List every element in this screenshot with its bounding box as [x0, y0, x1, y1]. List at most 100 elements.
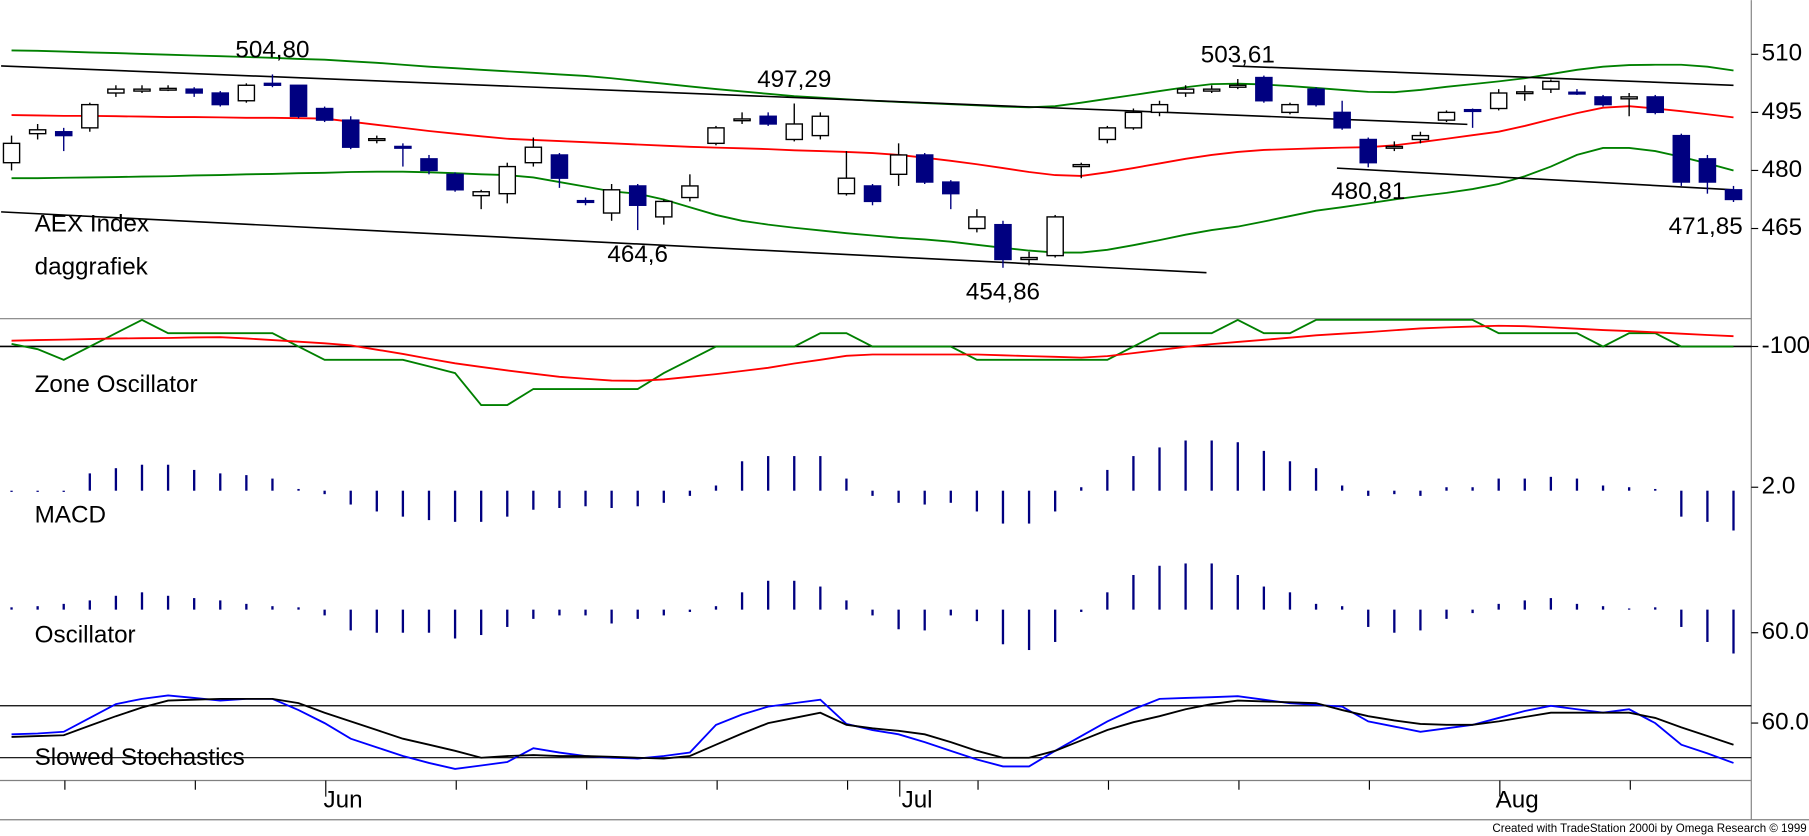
histogram-bar — [793, 456, 796, 491]
histogram-bar — [1080, 487, 1083, 491]
histogram-bar — [480, 490, 483, 522]
histogram-bar — [10, 490, 13, 492]
histogram-bar — [636, 490, 639, 507]
candle-body — [681, 185, 699, 199]
histogram-bar — [506, 490, 509, 517]
histogram-bar — [453, 490, 457, 522]
candle-body — [837, 177, 856, 195]
histogram-bar — [1549, 598, 1553, 610]
candle-body — [1255, 76, 1273, 102]
candle-body — [1098, 127, 1117, 141]
histogram-bar — [688, 609, 692, 612]
histogram-bar — [219, 473, 222, 491]
histogram-bar — [923, 490, 926, 505]
histogram-bar — [1106, 592, 1109, 610]
histogram-bar — [1158, 565, 1161, 610]
histogram-bar — [897, 609, 900, 630]
histogram-bar — [793, 580, 796, 610]
histogram-bar — [166, 464, 170, 491]
histogram-bar — [1523, 600, 1526, 610]
candle-body — [968, 216, 986, 230]
histogram-bar — [245, 475, 248, 491]
candle-body — [1672, 134, 1691, 183]
candle-body — [446, 173, 464, 191]
histogram-bar — [1367, 490, 1370, 496]
histogram-bar — [1027, 609, 1031, 651]
candle-body — [550, 154, 569, 179]
histogram-bar — [427, 490, 431, 521]
indicator-line — [11, 694, 1734, 770]
histogram-bar — [636, 609, 639, 619]
candle-body — [498, 165, 517, 195]
histogram-bar — [1680, 609, 1683, 627]
histogram-bar — [1732, 609, 1735, 654]
candle-body — [263, 82, 282, 86]
price-annotation: 464,6 — [607, 241, 668, 268]
histogram-bar — [506, 609, 509, 627]
histogram-bar — [1497, 478, 1500, 491]
panel-title: MACD — [35, 502, 106, 529]
histogram-bar — [1053, 609, 1057, 642]
histogram-bar — [349, 609, 352, 631]
histogram-bar — [166, 595, 170, 610]
candle-body — [1463, 108, 1482, 113]
histogram-bar — [740, 592, 744, 610]
price-annotation: 480,81 — [1331, 178, 1405, 205]
candle-body — [707, 127, 725, 145]
histogram-bar — [1184, 563, 1187, 610]
histogram-bar — [1654, 607, 1657, 610]
histogram-bar — [401, 609, 405, 633]
histogram-bar — [1158, 447, 1161, 491]
histogram-bar — [1236, 442, 1239, 491]
indicator-line — [11, 697, 1734, 760]
histogram-bar — [219, 600, 222, 610]
band-line — [11, 147, 1734, 254]
candle-body — [628, 185, 647, 206]
histogram-bar — [662, 609, 665, 616]
histogram-bar — [36, 606, 39, 610]
histogram-bar — [1288, 592, 1292, 610]
histogram-bar — [1393, 609, 1396, 633]
histogram-bar — [871, 609, 874, 616]
panel-title: AEX Index — [35, 211, 150, 238]
histogram-bar — [897, 490, 900, 503]
histogram-bar — [375, 490, 378, 512]
histogram-bar — [1706, 609, 1709, 642]
price-annotation: 454,86 — [966, 279, 1040, 306]
histogram-bar — [401, 490, 405, 517]
candle-body — [1150, 103, 1169, 114]
histogram-bar — [323, 609, 326, 616]
price-annotation: 504,80 — [235, 37, 309, 64]
histogram-bar — [1575, 603, 1579, 610]
panel-title: Oscillator — [35, 622, 136, 649]
histogram-bar — [819, 456, 822, 491]
histogram-bar — [975, 490, 979, 512]
histogram-bar — [975, 609, 979, 622]
indicator-line — [11, 324, 1734, 382]
histogram-bar — [1262, 450, 1266, 491]
price-annotation: 471,85 — [1669, 213, 1743, 240]
histogram-bar — [1419, 609, 1422, 631]
histogram-bar — [1210, 440, 1213, 491]
histogram-bar — [1184, 440, 1187, 491]
histogram-bar — [1210, 563, 1213, 610]
histogram-bar — [558, 609, 561, 616]
indicator-line — [11, 318, 1734, 406]
histogram-bar — [584, 490, 587, 507]
candle-body — [889, 154, 908, 176]
histogram-bar — [88, 473, 91, 491]
x-tick-label: Jul — [902, 787, 933, 814]
histogram-bar — [1549, 476, 1553, 491]
histogram-bar — [1080, 609, 1083, 612]
y-tick-label: -100 — [1762, 332, 1809, 359]
candle-body — [420, 158, 438, 172]
histogram-bar — [10, 607, 13, 610]
candle-body — [942, 181, 960, 195]
candle-body — [472, 191, 490, 197]
histogram-bar — [1288, 461, 1292, 491]
candle-body — [28, 129, 47, 135]
candle-body — [524, 146, 543, 164]
histogram-bar — [845, 600, 848, 610]
histogram-bar — [427, 609, 431, 633]
histogram-bar — [480, 609, 483, 636]
